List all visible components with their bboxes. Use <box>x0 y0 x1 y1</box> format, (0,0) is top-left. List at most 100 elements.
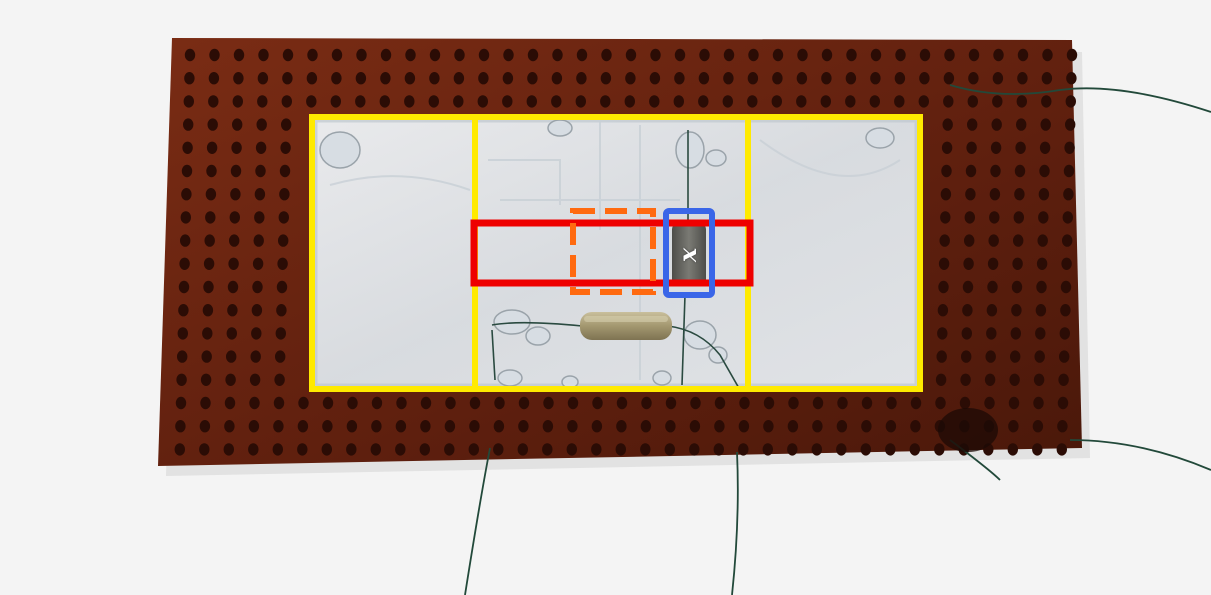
perfboard-hole <box>1062 234 1073 247</box>
perfboard-hole <box>649 95 660 108</box>
perfboard-hole <box>428 95 439 108</box>
perfboard-hole <box>959 396 971 410</box>
perfboard-hole <box>1015 141 1026 154</box>
perfboard-hole <box>204 234 215 247</box>
perfboard-hole <box>200 373 212 386</box>
perfboard-hole <box>281 118 292 131</box>
perfboard-hole <box>1008 420 1019 433</box>
perfboard-hole <box>444 420 456 433</box>
perfboard-hole <box>894 72 906 85</box>
perfboard-hole <box>199 420 211 433</box>
perfboard-hole <box>910 420 921 433</box>
perfboard-hole <box>1059 327 1071 340</box>
perfboard-hole <box>576 48 588 62</box>
perfboard-hole <box>944 48 955 62</box>
perfboard-hole <box>346 443 357 456</box>
perfboard-hole <box>276 280 288 294</box>
perfboard-hole <box>886 396 897 410</box>
perfboard-hole <box>380 72 391 85</box>
perfboard-hole <box>1037 234 1048 247</box>
perfboard-hole <box>429 48 441 62</box>
perfboard-hole <box>178 280 190 294</box>
perfboard-hole <box>224 420 235 433</box>
perfboard-hole <box>494 396 505 410</box>
perfboard-hole <box>1056 443 1068 456</box>
perfboard-hole <box>280 141 291 154</box>
perfboard-hole <box>552 48 563 62</box>
perfboard-hole <box>184 48 196 62</box>
perfboard-hole <box>468 443 479 456</box>
perfboard-hole <box>860 443 871 456</box>
perfboard-hole <box>1016 95 1027 108</box>
perfboard-hole <box>321 443 332 456</box>
perfboard-hole <box>698 95 709 108</box>
perfboard-hole <box>183 118 194 131</box>
perfboard-hole <box>177 350 188 363</box>
perfboard-hole <box>1017 72 1028 85</box>
perfboard-hole <box>444 443 455 456</box>
perfboard-hole <box>275 327 286 340</box>
perfboard-hole <box>255 141 267 154</box>
perfboard-hole <box>200 396 211 410</box>
perfboard-hole <box>964 234 975 247</box>
perfboard-hole <box>837 396 848 410</box>
red-region-box <box>470 219 754 287</box>
perfboard-hole <box>227 304 238 317</box>
perfboard-hole <box>965 188 976 201</box>
perfboard-hole <box>184 72 195 85</box>
perfboard-hole <box>1062 211 1074 224</box>
perfboard-hole <box>943 72 955 85</box>
perfboard-hole <box>274 373 285 386</box>
perfboard-hole <box>322 396 334 410</box>
perfboard-hole <box>1038 211 1049 224</box>
perfboard-hole <box>404 95 415 108</box>
perfboard-hole <box>518 420 529 433</box>
perfboard-hole <box>1035 304 1047 317</box>
perfboard-hole <box>771 95 782 108</box>
perfboard-hole <box>231 141 242 154</box>
perfboard-hole <box>202 327 213 340</box>
perfboard-hole <box>477 95 488 108</box>
perfboard-hole <box>714 420 725 433</box>
perfboard-hole <box>206 141 218 154</box>
board-burn-mark <box>938 408 998 452</box>
perfboard-hole <box>429 72 440 85</box>
perfboard-hole <box>1057 420 1068 433</box>
perfboard-hole <box>601 48 612 62</box>
perfboard-hole <box>846 48 857 62</box>
perfboard-hole <box>257 72 269 85</box>
perfboard-hole <box>935 373 947 386</box>
perfboard-hole <box>640 443 651 456</box>
perfboard-hole <box>763 420 774 433</box>
perfboard-hole <box>1036 257 1048 270</box>
perfboard-hole <box>176 373 187 386</box>
perfboard-hole <box>938 257 950 270</box>
perfboard-hole <box>812 396 824 410</box>
perfboard-hole <box>178 304 189 317</box>
perfboard-hole <box>885 420 897 433</box>
glass-slide-edge <box>314 119 918 387</box>
perfboard-hole <box>1066 72 1077 85</box>
perfboard-hole <box>1059 350 1070 363</box>
perfboard-hole <box>1032 420 1044 433</box>
perfboard-hole <box>208 72 220 85</box>
perfboard-hole <box>543 396 554 410</box>
perfboard-hole <box>964 211 975 224</box>
perfboard-hole <box>591 443 602 456</box>
perfboard-hole <box>1039 141 1051 154</box>
perfboard-hole <box>1041 72 1053 85</box>
perfboard-hole <box>986 304 998 317</box>
perfboard-hole <box>699 48 710 62</box>
perfboard-hole <box>664 443 675 456</box>
perfboard-hole <box>591 420 603 433</box>
perfboard-hole <box>469 396 481 410</box>
perfboard-hole <box>566 443 577 456</box>
perfboard-hole <box>738 443 749 456</box>
perfboard-hole <box>454 48 465 62</box>
perfboard-hole <box>738 420 750 433</box>
perfboard-hole <box>987 257 999 270</box>
perfboard-hole <box>937 304 949 317</box>
yellow-region-outer <box>309 114 923 392</box>
perfboard-hole <box>941 141 953 154</box>
perfboard-hole <box>1041 95 1052 108</box>
